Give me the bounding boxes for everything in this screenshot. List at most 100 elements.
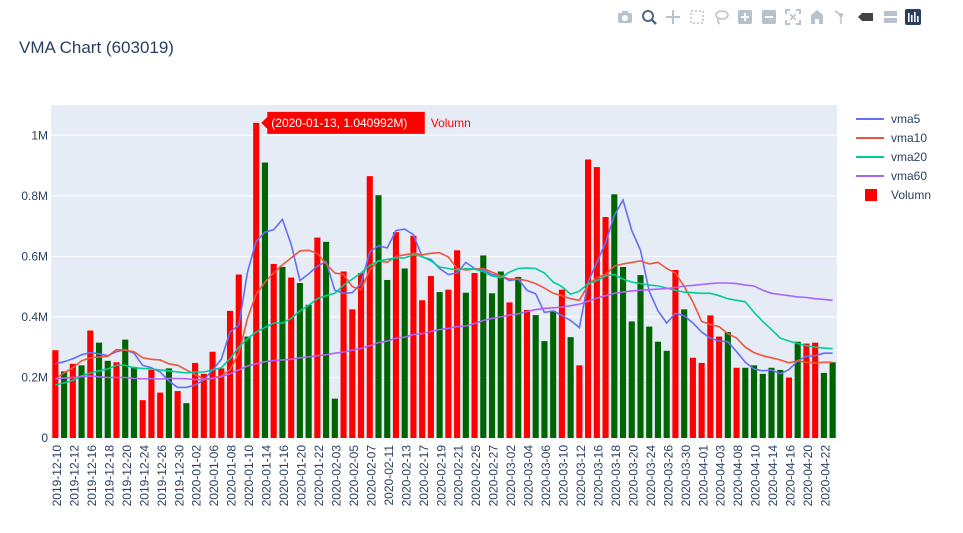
volume-bar[interactable]: [462, 292, 469, 438]
volume-bar[interactable]: [349, 309, 356, 438]
volume-bar[interactable]: [471, 273, 478, 438]
volume-bar[interactable]: [681, 309, 688, 438]
volume-bar[interactable]: [436, 292, 443, 438]
volume-bar[interactable]: [750, 365, 758, 438]
volume-bar[interactable]: [270, 263, 277, 438]
volume-bar[interactable]: [209, 351, 216, 438]
volume-bar[interactable]: [340, 271, 347, 439]
volume-bar[interactable]: [392, 232, 400, 438]
volume-bar[interactable]: [689, 357, 696, 438]
volume-bar[interactable]: [366, 176, 373, 438]
volume-bar[interactable]: [742, 367, 749, 438]
volume-bar[interactable]: [384, 279, 391, 438]
volume-bar[interactable]: [523, 309, 531, 438]
volume-bar[interactable]: [331, 398, 338, 438]
volume-bar[interactable]: [78, 365, 85, 438]
volume-bar[interactable]: [122, 339, 129, 438]
volume-bar[interactable]: [803, 343, 810, 438]
volume-bar[interactable]: [488, 293, 496, 438]
volume-bar[interactable]: [87, 330, 94, 438]
hover-closest-icon[interactable]: [858, 13, 873, 21]
volume-bar[interactable]: [410, 235, 417, 438]
reset-axes-icon[interactable]: [811, 10, 823, 24]
volume-bar[interactable]: [646, 326, 653, 438]
legend-item-vma10[interactable]: vma10: [856, 131, 927, 145]
zoom-out-icon[interactable]: [762, 10, 776, 24]
volume-bar[interactable]: [785, 377, 793, 438]
volume-bar[interactable]: [759, 373, 766, 438]
volume-bar[interactable]: [497, 271, 504, 439]
volume-bar[interactable]: [183, 403, 190, 438]
volume-bar[interactable]: [61, 371, 68, 438]
volume-bar[interactable]: [532, 315, 539, 438]
volume-bar[interactable]: [192, 362, 199, 438]
volume-bar[interactable]: [218, 368, 225, 438]
box-select-icon[interactable]: [690, 10, 704, 24]
volume-bar[interactable]: [235, 274, 242, 438]
volume-bar[interactable]: [628, 321, 635, 438]
volume-bar[interactable]: [261, 162, 269, 438]
camera-icon[interactable]: [618, 11, 632, 23]
volume-bar[interactable]: [445, 289, 452, 438]
volume-bar[interactable]: [165, 368, 172, 438]
legend-item-volumn[interactable]: Volumn: [865, 188, 931, 202]
volume-bar[interactable]: [419, 300, 426, 438]
volume-bar[interactable]: [515, 276, 522, 438]
volume-bar[interactable]: [654, 341, 662, 438]
volume-bar[interactable]: [637, 275, 644, 438]
volume-bar[interactable]: [602, 217, 609, 438]
volume-bar[interactable]: [253, 122, 260, 438]
volume-bar[interactable]: [375, 195, 382, 438]
volume-bar[interactable]: [550, 310, 557, 438]
volume-bar[interactable]: [148, 369, 155, 438]
line-vma60[interactable]: [55, 282, 833, 381]
volume-bar[interactable]: [323, 241, 330, 438]
plotly-logo[interactable]: [905, 9, 921, 25]
volume-bar[interactable]: [130, 366, 138, 438]
volume-bar[interactable]: [200, 373, 207, 438]
volume-bar[interactable]: [829, 362, 836, 438]
volume-bar[interactable]: [95, 342, 103, 438]
volume-bar[interactable]: [768, 367, 775, 438]
volume-bar[interactable]: [567, 337, 574, 438]
volume-bar[interactable]: [585, 159, 592, 438]
legend-item-vma5[interactable]: vma5: [856, 112, 921, 126]
volume-bar[interactable]: [157, 392, 164, 438]
volume-bar[interactable]: [104, 360, 111, 438]
volume-bar[interactable]: [707, 315, 714, 438]
volume-bar[interactable]: [52, 350, 59, 438]
volume-bar[interactable]: [733, 367, 740, 438]
volume-bar[interactable]: [288, 277, 295, 438]
volume-bar[interactable]: [812, 342, 819, 438]
hover-compare-icon[interactable]: [884, 11, 897, 23]
volume-bar[interactable]: [174, 391, 181, 438]
volume-bar[interactable]: [724, 332, 731, 438]
autoscale-icon[interactable]: [785, 9, 801, 25]
volume-bar[interactable]: [480, 255, 487, 438]
legend-item-vma20[interactable]: vma20: [856, 150, 927, 164]
volume-bar[interactable]: [296, 283, 303, 438]
volume-bar[interactable]: [619, 266, 627, 438]
line-vma20[interactable]: [55, 253, 833, 386]
zoom-in-icon[interactable]: [738, 10, 752, 24]
volume-bar[interactable]: [698, 362, 705, 438]
volume-bar[interactable]: [357, 273, 365, 438]
volume-bar[interactable]: [69, 363, 76, 438]
volume-bar[interactable]: [611, 194, 618, 438]
volume-bar[interactable]: [541, 341, 548, 438]
volume-bar[interactable]: [506, 302, 513, 438]
volume-bar[interactable]: [314, 237, 321, 438]
spike-lines-icon[interactable]: [834, 10, 843, 24]
volume-bar[interactable]: [576, 365, 583, 438]
volume-bar[interactable]: [244, 336, 251, 438]
volume-bar[interactable]: [558, 289, 565, 438]
volume-bar[interactable]: [777, 369, 784, 438]
volume-bar[interactable]: [427, 276, 434, 438]
volume-bar[interactable]: [305, 304, 312, 438]
legend-item-vma60[interactable]: vma60: [856, 169, 927, 183]
volume-bar[interactable]: [279, 266, 286, 438]
pan-icon[interactable]: [666, 10, 680, 24]
volume-bar[interactable]: [794, 341, 801, 438]
line-vma5[interactable]: [55, 198, 833, 389]
volume-bar[interactable]: [139, 400, 146, 438]
